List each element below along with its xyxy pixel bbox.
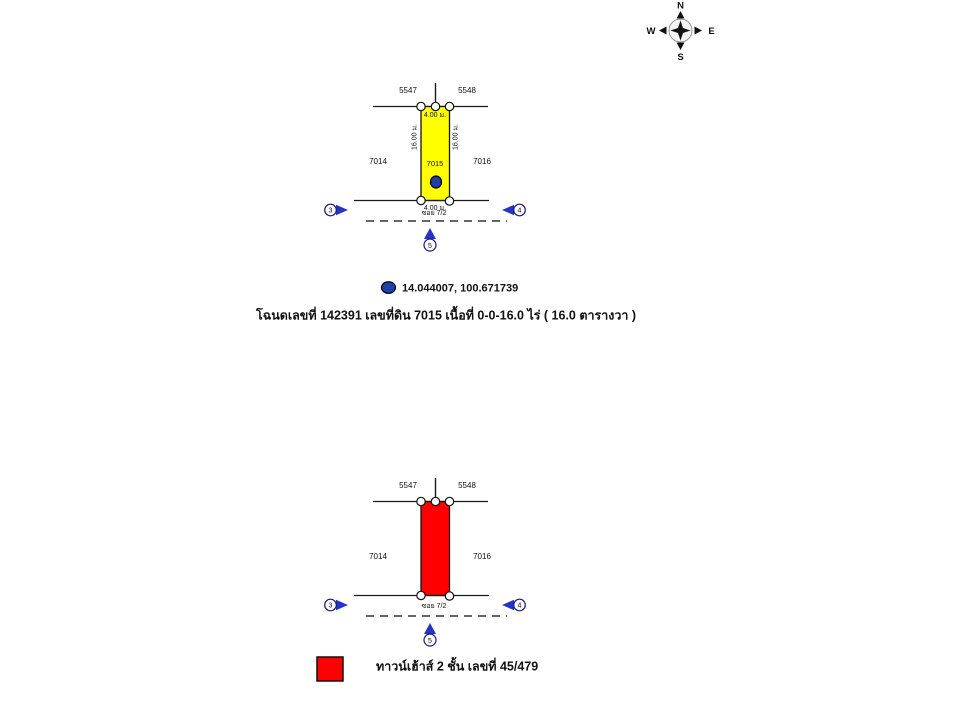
corner-marker bbox=[430, 496, 441, 507]
arrow-number: 5 bbox=[428, 243, 432, 250]
arrow-number-circle bbox=[324, 598, 337, 612]
arrow-up-icon bbox=[424, 228, 436, 239]
parcel-number-label: 7015 bbox=[427, 159, 444, 168]
view-arrow-5: 5 bbox=[423, 623, 437, 647]
dimension-label-top: 4.00 ม. bbox=[424, 112, 446, 119]
view-arrow-4: 4 bbox=[502, 598, 526, 612]
neighbor-label-right: 7016 bbox=[473, 157, 491, 166]
building-rect-red bbox=[420, 500, 451, 597]
compass-letter-e: E bbox=[708, 26, 714, 37]
arrow-number: 5 bbox=[428, 638, 432, 645]
corner-marker bbox=[444, 196, 455, 206]
arrow-right-icon bbox=[336, 599, 348, 611]
compass-north-arrow-icon bbox=[676, 11, 685, 19]
corner-marker bbox=[430, 101, 441, 112]
view-arrow-3: 3 bbox=[324, 203, 348, 217]
compass-star-icon bbox=[670, 20, 691, 41]
arrow-number-circle bbox=[513, 203, 526, 217]
arrow-number: 4 bbox=[518, 208, 522, 215]
compass-letter-w: W bbox=[647, 26, 656, 37]
deed-caption: โฉนดเลขที่ 142391 เลขที่ดิน 7015 เนื้อที… bbox=[255, 306, 636, 323]
arrow-left-icon bbox=[502, 599, 514, 611]
compass-rose: N S W E bbox=[647, 1, 715, 64]
neighbor-label-top-left: 5547 bbox=[399, 86, 417, 95]
neighbor-label-left: 7014 bbox=[369, 157, 387, 166]
corner-marker bbox=[444, 496, 455, 507]
compass-south-arrow-icon bbox=[676, 42, 685, 50]
neighbor-label-left: 7014 bbox=[369, 552, 387, 561]
arrow-right-icon bbox=[336, 204, 348, 216]
dimension-label-bottom: 4.00 ม. bbox=[424, 205, 446, 212]
neighbor-label-top-right: 5548 bbox=[458, 86, 476, 95]
compass-east-arrow-icon bbox=[694, 26, 702, 35]
neighbor-label-right: 7016 bbox=[473, 552, 491, 561]
dimension-label-left: 16.00 ม. bbox=[412, 124, 419, 150]
gps-coordinates: 14.044007, 100.671739 bbox=[402, 283, 518, 295]
corner-marker bbox=[416, 496, 426, 507]
building-legend-swatch bbox=[316, 656, 344, 682]
corner-marker bbox=[416, 590, 426, 601]
road-label: ซอย 7/2 bbox=[422, 603, 447, 610]
gps-legend: 14.044007, 100.671739 bbox=[380, 281, 518, 295]
compass-letter-n: N bbox=[677, 1, 684, 12]
view-arrow-5: 5 bbox=[423, 228, 437, 252]
arrow-number-circle bbox=[423, 238, 437, 252]
view-arrow-3: 3 bbox=[324, 598, 348, 612]
parcel-map-bottom: 5547 5548 7014 7016 ซอย 7/2 3 4 5 bbox=[324, 478, 526, 647]
arrow-number-circle bbox=[513, 598, 526, 612]
building-legend: ทาวน์เฮ้าส์ 2 ชั้น เลขที่ 45/479 bbox=[316, 656, 538, 682]
arrow-left-icon bbox=[502, 204, 514, 216]
arrow-number: 4 bbox=[518, 603, 522, 610]
compass-letter-s: S bbox=[677, 52, 683, 63]
building-legend-label: ทาวน์เฮ้าส์ 2 ชั้น เลขที่ 45/479 bbox=[376, 657, 538, 674]
dimension-label-right: 16.00 ม. bbox=[453, 124, 460, 150]
compass-west-arrow-icon bbox=[659, 26, 667, 35]
corner-marker bbox=[416, 101, 426, 112]
corner-marker bbox=[444, 101, 455, 112]
arrow-up-icon bbox=[424, 623, 436, 634]
arrow-number: 3 bbox=[329, 603, 333, 610]
gps-marker-icon bbox=[429, 175, 443, 189]
neighbor-label-top-right: 5548 bbox=[458, 481, 476, 490]
view-arrow-4: 4 bbox=[502, 203, 526, 217]
gps-legend-marker-icon bbox=[380, 281, 397, 294]
arrow-number-circle bbox=[324, 203, 337, 217]
neighbor-label-top-left: 5547 bbox=[399, 481, 417, 490]
arrow-number: 3 bbox=[329, 208, 333, 215]
parcel-map-top: 5547 5548 4.00 ม. 16.00 ม. 16.00 ม. 4.00… bbox=[324, 83, 526, 252]
arrow-number-circle bbox=[423, 633, 437, 647]
corner-marker bbox=[416, 195, 426, 206]
road-label: ซอย 7/2 bbox=[422, 210, 447, 217]
corner-marker bbox=[444, 591, 455, 601]
